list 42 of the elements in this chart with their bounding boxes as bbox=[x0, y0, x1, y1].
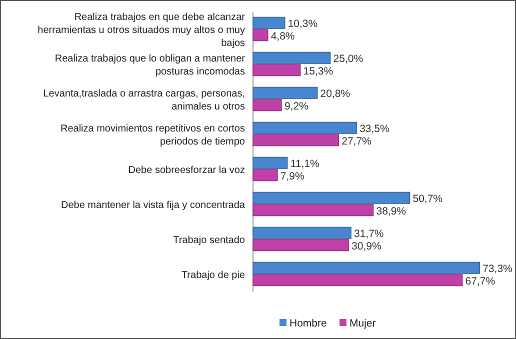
bar bbox=[252, 192, 410, 204]
y-tick-label: Realiza trabajos que lo obligan a mantener posturas incomodas bbox=[54, 54, 246, 78]
data-label: 30,9% bbox=[352, 240, 382, 252]
data-label: 33,5% bbox=[360, 123, 390, 136]
legend-label: Mujer bbox=[350, 318, 376, 330]
bar bbox=[252, 99, 282, 112]
y-tick-label: Realiza movimientos repetitivos en cortos periodos de tiempo bbox=[60, 124, 246, 148]
bar bbox=[252, 52, 331, 64]
bar bbox=[252, 204, 374, 216]
data-label: 4,8% bbox=[270, 30, 295, 42]
bar bbox=[252, 134, 340, 146]
bar bbox=[252, 262, 480, 274]
bar bbox=[252, 156, 288, 169]
bar bbox=[252, 86, 318, 99]
y-tick-label: Trabajo de pie bbox=[181, 270, 246, 281]
y-tick-label: Trabajo sentado bbox=[173, 235, 246, 246]
data-label: 7,9% bbox=[280, 170, 304, 182]
data-label: 67,7% bbox=[465, 275, 496, 288]
bar bbox=[252, 122, 357, 134]
legend-label: Hombre bbox=[290, 318, 328, 330]
data-label: 73,3% bbox=[482, 263, 512, 276]
y-tick-label: Debe sobreesforzar la voz bbox=[128, 165, 245, 176]
data-label: 38,9% bbox=[376, 205, 406, 218]
data-label: 9,2% bbox=[284, 100, 308, 112]
data-label: 10,3% bbox=[288, 18, 318, 30]
data-label: 25,0% bbox=[333, 53, 364, 66]
data-label: 15,3% bbox=[303, 65, 334, 78]
bar bbox=[252, 239, 349, 252]
bar bbox=[252, 169, 278, 182]
y-tick-label: Debe mantener la vista fija y concentrada bbox=[61, 200, 246, 211]
bar bbox=[252, 226, 352, 239]
data-label: 20,8% bbox=[320, 88, 350, 100]
bar bbox=[252, 64, 301, 76]
data-label: 50,7% bbox=[412, 193, 443, 206]
data-label: 11,1% bbox=[290, 158, 320, 170]
bar bbox=[252, 16, 286, 29]
y-tick-label: Levanta,traslada o arrastra cargas, personas, animales u otros bbox=[43, 88, 245, 112]
data-label: 27,7% bbox=[342, 135, 372, 148]
bar bbox=[252, 29, 268, 42]
bar bbox=[252, 274, 463, 286]
data-label: 31,7% bbox=[354, 228, 384, 240]
y-tick-label: Realiza trabajos en que debe alcanzar herramientas u otros situados muy altos o muy bajos bbox=[38, 12, 246, 49]
